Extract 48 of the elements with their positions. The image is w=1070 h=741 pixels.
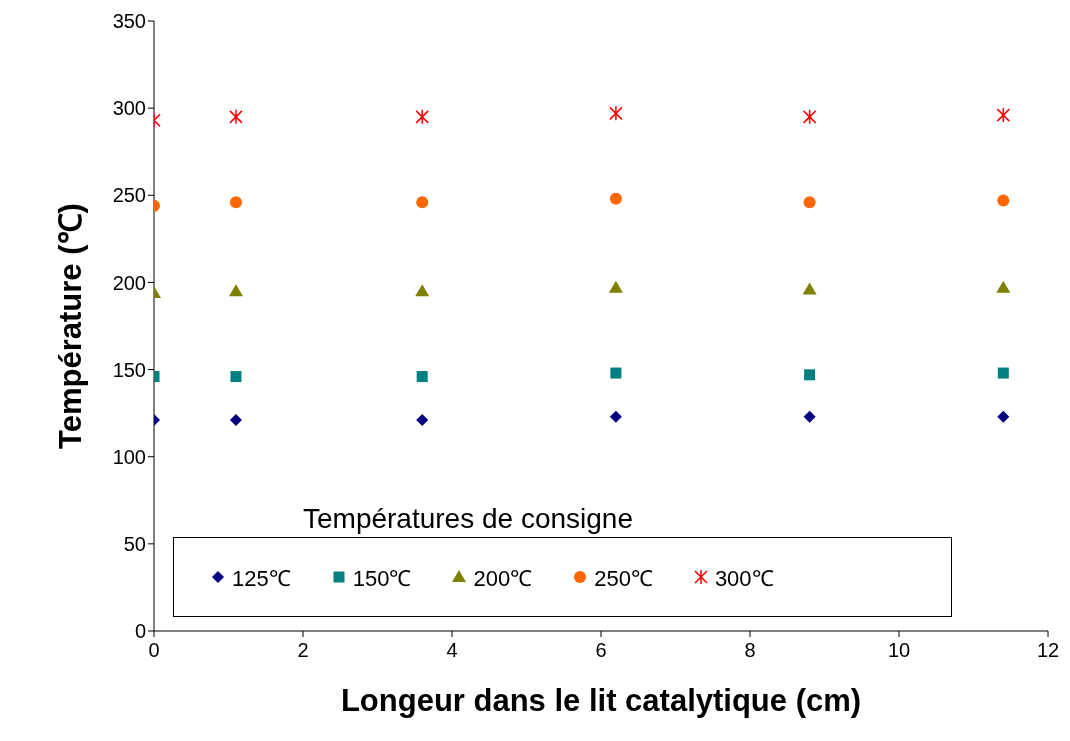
point [803, 196, 816, 209]
point [415, 284, 430, 297]
y-tick-label: 250 [112, 184, 146, 207]
legend-label: 250℃ [594, 565, 653, 592]
y-tick-label: 350 [112, 10, 146, 33]
x-tick-label: 4 [446, 639, 458, 662]
y-tick-label: 100 [112, 445, 146, 468]
legend-title: Températures de consigne [303, 503, 634, 535]
point [802, 109, 817, 125]
point [416, 196, 429, 209]
point [997, 367, 1009, 379]
legend-label: 125℃ [232, 565, 291, 592]
point [609, 410, 622, 423]
x-tick-label: 2 [297, 639, 309, 662]
point [608, 280, 623, 293]
x-tick-label: 6 [595, 639, 607, 662]
point [228, 284, 243, 297]
point [997, 410, 1010, 423]
y-tick-label: 0 [134, 620, 146, 643]
y-tick-label: 200 [112, 271, 146, 294]
point [996, 280, 1011, 293]
point [416, 414, 429, 427]
x-tick-label: 8 [744, 639, 756, 662]
y-tick-label: 150 [112, 358, 146, 381]
point [997, 194, 1010, 207]
point [609, 105, 623, 122]
point [230, 371, 242, 383]
point [610, 367, 622, 379]
point [609, 192, 622, 205]
y-tick-label: 300 [112, 97, 146, 120]
legend-label: 150℃ [352, 565, 412, 592]
point [229, 196, 242, 209]
point [229, 109, 243, 125]
point [229, 414, 242, 427]
point [803, 410, 816, 423]
point [804, 369, 816, 381]
point [802, 282, 817, 295]
x-tick-label: 12 [1036, 639, 1060, 662]
legend-label: 200℃ [473, 565, 533, 592]
y-tick-label: 50 [123, 532, 146, 555]
y-axis-title: Température (℃) [53, 203, 89, 449]
legend-label: 300℃ [714, 565, 774, 592]
x-tick-label: 0 [148, 639, 160, 662]
point [416, 371, 428, 383]
point [415, 109, 429, 125]
x-axis-title: Longeur dans le lit catalytique (cm) [340, 683, 862, 718]
point [996, 107, 1011, 123]
x-tick-label: 10 [887, 639, 911, 662]
